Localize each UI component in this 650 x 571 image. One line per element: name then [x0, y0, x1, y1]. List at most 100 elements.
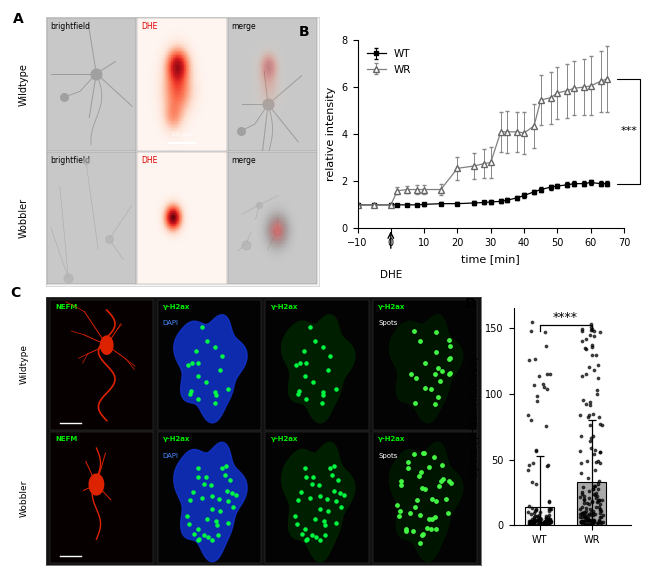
Point	[592, 385, 603, 395]
Point	[582, 521, 593, 530]
Point	[532, 396, 542, 405]
Point	[592, 518, 602, 528]
Point	[580, 515, 591, 524]
Point	[586, 511, 596, 520]
Point	[575, 512, 586, 521]
Point	[580, 520, 590, 529]
Point	[528, 508, 539, 517]
Point	[530, 517, 540, 526]
Point	[545, 518, 556, 527]
Point	[538, 383, 549, 392]
Point	[530, 506, 541, 515]
Point	[586, 515, 596, 524]
Text: Wobbler: Wobbler	[19, 198, 29, 239]
Point	[538, 379, 548, 388]
Point	[530, 446, 541, 455]
Point	[597, 510, 608, 520]
Point	[541, 421, 551, 431]
Point	[530, 354, 541, 363]
Y-axis label: Spots (γH2ax /nucleus): Spots (γH2ax /nucleus)	[470, 356, 480, 477]
Legend: WT, WR: WT, WR	[363, 45, 415, 79]
Point	[584, 515, 595, 524]
Point	[592, 497, 602, 506]
Point	[540, 520, 550, 529]
Point	[590, 509, 600, 518]
Point	[580, 370, 591, 379]
Point	[525, 517, 535, 526]
Point	[543, 519, 553, 528]
Point	[588, 507, 598, 516]
Point	[584, 494, 594, 503]
Point	[594, 503, 604, 512]
Point	[580, 504, 591, 513]
Point	[575, 509, 586, 518]
Point	[575, 518, 586, 527]
Point	[593, 360, 603, 369]
Point	[577, 336, 587, 345]
Point	[586, 497, 597, 506]
Y-axis label: relative intensity: relative intensity	[326, 87, 336, 182]
Point	[531, 480, 541, 489]
Point	[586, 324, 597, 333]
Point	[541, 341, 552, 351]
Point	[545, 514, 555, 523]
Point	[577, 518, 587, 528]
Point	[523, 410, 534, 419]
Point	[585, 436, 595, 445]
Point	[575, 447, 586, 456]
Point	[587, 520, 597, 529]
Point	[526, 327, 536, 336]
Point	[577, 516, 587, 525]
Point	[588, 515, 598, 524]
Point	[534, 518, 545, 528]
Point	[584, 505, 595, 514]
Point	[544, 510, 554, 519]
Text: A: A	[13, 12, 23, 26]
Point	[527, 318, 538, 327]
Text: Wildtype: Wildtype	[19, 63, 29, 106]
Point	[545, 504, 555, 513]
Point	[582, 516, 592, 525]
Point	[528, 516, 538, 525]
Point	[543, 512, 553, 521]
Point	[540, 327, 551, 336]
Point	[588, 449, 599, 459]
Point	[576, 469, 586, 478]
Point	[593, 496, 603, 505]
Point	[542, 516, 552, 525]
Point	[523, 465, 534, 475]
Point	[579, 508, 590, 517]
Point	[578, 494, 589, 504]
Point	[524, 520, 534, 529]
Point	[544, 514, 554, 524]
Point	[582, 456, 592, 465]
Point	[580, 506, 591, 516]
Point	[538, 521, 548, 530]
Point	[577, 509, 587, 518]
Point	[592, 502, 602, 512]
Point	[581, 520, 592, 529]
Point	[575, 517, 586, 526]
Text: Wildtype: Wildtype	[20, 344, 28, 384]
Point	[535, 513, 545, 522]
Point	[577, 327, 588, 336]
Point	[577, 502, 587, 512]
Point	[524, 518, 534, 528]
Point	[595, 504, 605, 513]
Point	[583, 510, 593, 520]
Point	[581, 512, 592, 521]
Point	[529, 519, 539, 528]
Text: C: C	[10, 286, 21, 300]
Point	[584, 510, 595, 519]
Point	[542, 461, 552, 471]
Point	[536, 518, 546, 528]
Point	[538, 518, 549, 527]
Text: ***: ***	[621, 126, 638, 136]
Point	[594, 506, 604, 515]
Point	[595, 458, 605, 467]
Point	[585, 517, 595, 526]
Point	[541, 519, 551, 528]
Point	[587, 343, 597, 352]
Point	[543, 520, 554, 529]
Point	[590, 350, 601, 359]
